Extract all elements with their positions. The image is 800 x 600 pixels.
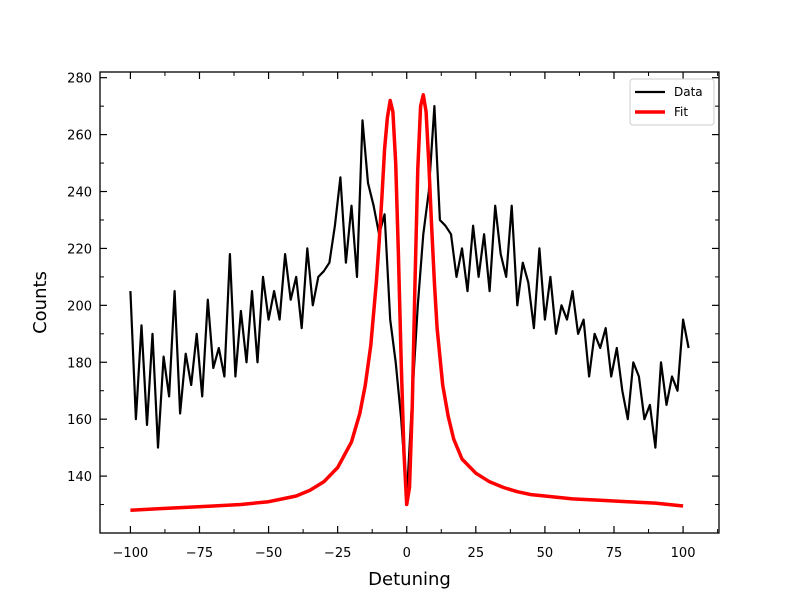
axes-layer: −100 −75 −50 −25 0 25 50 75 100 140 160 180 200 220 24…: [67, 71, 720, 561]
y-tick-label: 200: [67, 299, 92, 314]
y-axis-title: Counts: [30, 271, 51, 334]
y-tick-label: 280: [67, 72, 92, 87]
legend: Data Fit: [629, 78, 715, 126]
legend-label-fit: Fit: [674, 105, 688, 119]
x-tick-label: 50: [537, 546, 554, 561]
x-tick-label: 100: [671, 546, 696, 561]
y-tick-label: 160: [67, 413, 92, 428]
x-tick-label: −100: [113, 546, 149, 561]
y-tick-label: 260: [67, 129, 92, 144]
legend-label-data: Data: [674, 85, 703, 99]
series-line-fit: [130, 93, 684, 512]
y-tick-label: 140: [67, 470, 92, 485]
x-tick-label: −75: [186, 546, 213, 561]
x-tick-label: 0: [403, 546, 411, 561]
series-layer: [129, 93, 690, 512]
y-tick-label: 240: [67, 186, 92, 201]
y-tick-label: 180: [67, 356, 92, 371]
x-axis-title: Detuning: [368, 569, 451, 590]
x-tick-label: −25: [324, 546, 351, 561]
plot-frame: [99, 71, 720, 534]
x-tick-label: 25: [468, 546, 485, 561]
x-tick-label: 75: [606, 546, 623, 561]
x-tick-label: −50: [255, 546, 282, 561]
y-tick-label: 220: [67, 242, 92, 257]
